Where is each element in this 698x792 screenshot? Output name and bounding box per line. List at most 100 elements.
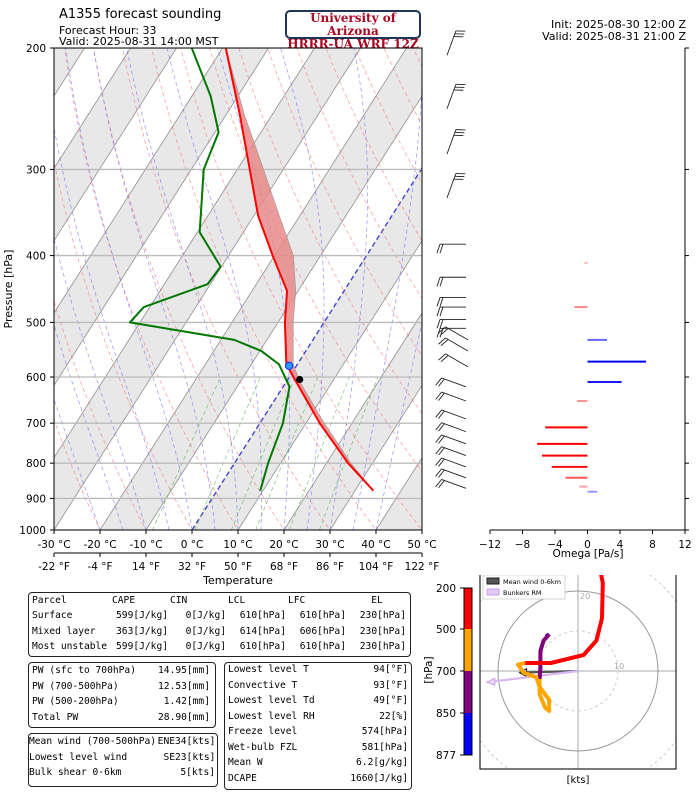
moist-adiabat [280,48,325,530]
y-tick-label: 500 [26,317,46,329]
barb-flag [439,277,444,287]
table-row: Surface 599[J/kg] 0[J/kg] 610[hPa] 610[hPa] 2… [32,610,406,622]
barb-flag [436,319,441,329]
table-row: PW (500-200hPa) 1.42[mm] [32,696,210,708]
table-cell: 230[hPa] [359,625,406,637]
barb-flag [454,86,465,88]
table-cell: 1.42[mm] [163,696,210,707]
hodo-ring-20 [497,590,659,752]
omega-x-tick-label: 4 [617,539,624,551]
wind-barb [438,326,469,341]
parcel-table: Parcel CAPE CIN LCL LFC EL Surface 599[J/kg] 0[J… [28,592,411,657]
table-cell: 610[hPa] [239,610,286,621]
isotherm [99,48,407,530]
init-time: Init: 2025-08-30 12:00 Z [551,18,686,31]
dry-adiabat [606,33,698,545]
skewt-chart: 200 300 400 500 600 700 800 900 1000 -30 °C -20 °C… [2,30,698,587]
table-cell: 610[hPa] [299,610,346,621]
x-tick-label-c: 50 °C [407,539,436,551]
table-cell: 12.53[mm] [158,680,210,692]
barb-flag [438,480,445,489]
omega-x-tick-label: −4 [547,539,563,551]
isotherm-band [468,48,698,530]
table-cell: 610[hPa] [239,641,286,652]
colorbar-tick-label: 500 [436,624,456,636]
hodo-ring-label: 10 [614,662,624,671]
barb-staff [441,478,467,489]
temperature-line [224,48,375,492]
omega-axis-label: Omega [Pa/s] [553,548,624,560]
y-tick-label: 300 [26,164,46,176]
wind-barb [435,468,467,479]
isotherm [54,48,361,530]
table-cell: Bulk shear 0-6km [29,767,122,778]
colorbar-tick-label: 200 [436,583,456,595]
x-tick-label-c: 40 °C [361,539,390,551]
table-cell: Lowest level RH [228,710,315,722]
valid-utc: Valid: 2025-08-31 21:00 Z [542,30,686,43]
table-row: Mean W 6.2[g/kg] [228,757,408,769]
barb-staff [441,446,467,457]
dry-adiabat [296,48,422,299]
barb-staff [446,173,457,199]
barb-staff [441,377,467,388]
table-cell: 581[hPa] [361,741,408,753]
pw-table: PW (sfc to 700hPa) 14.95[mm] PW (700-500hP… [28,662,216,728]
table-row: Mean wind (700-500hPa) ENE 34[kts] [29,736,215,748]
barb-flag [453,89,464,91]
dry-adiabat [577,33,698,545]
barb-staff [445,353,469,368]
wind-barb [435,422,467,433]
legend-mean-wind: Mean wind 0-6km [503,578,561,586]
barb-flag [438,353,446,361]
barb-flag [435,409,442,418]
table-cell: 14.95[mm] [158,665,210,676]
table-row: Lowest level Td 49[°F] [228,695,408,707]
table-row: DCAPE 1660[J/kg] [228,773,408,785]
barb-flag [438,469,445,478]
dry-adiabat [383,48,422,126]
wind-barb [438,337,469,352]
brand-line-1: University of Arizona [310,11,396,38]
barb-flag [436,306,441,317]
wind-barb [446,30,466,56]
table-cell: 93[°F] [373,679,408,691]
y-tick-label: 200 [26,43,46,55]
isotherm [145,95,422,530]
table-row: Wet-bulb FZL 581[hPa] [228,742,408,754]
wind-barbs [435,30,469,489]
x-tick-label-f: -4 °F [87,561,112,573]
isotherm-band [100,48,422,530]
legend-bunkers-swatch [486,588,500,596]
brand-line-2: HRRR-UA WRF 12Z [287,37,419,51]
barb-staff [446,84,457,109]
table-cell: 599[J/kg] [116,610,168,621]
wind-barb [436,296,466,307]
barb-flag [436,277,441,287]
barb-flag [435,422,442,431]
y-tick-label: 900 [26,493,46,505]
table-cell: DCAPE [228,772,257,784]
x-tick-label-f: 86 °F [316,561,344,573]
colorbar-segment [464,671,472,713]
barb-staff [446,30,457,56]
barb-flag [436,297,441,307]
wind-barb [435,409,467,420]
wind-barb [435,434,467,445]
barb-flag [438,337,446,345]
table-cell: Parcel [32,595,67,606]
barb-flag [439,319,444,329]
table-cell: 49[°F] [373,695,408,706]
omega-panel: −12 −8 −4 0 4 8 12 [479,47,692,551]
hodo-segment-500-200 [525,575,605,665]
table-cell: Most unstable [32,641,108,652]
wind-barb [446,83,466,109]
barb-flag [435,479,442,488]
x-tick-label-c: 10 °C [223,539,252,551]
wind-barb [435,446,467,457]
wind-barb [436,306,466,317]
colorbar-label: [hPa] [423,656,435,683]
barb-flag [438,458,445,467]
hodo-segment-700-500 [516,661,552,713]
table-row: PW (sfc to 700hPa) 14.95[mm] [32,665,210,677]
